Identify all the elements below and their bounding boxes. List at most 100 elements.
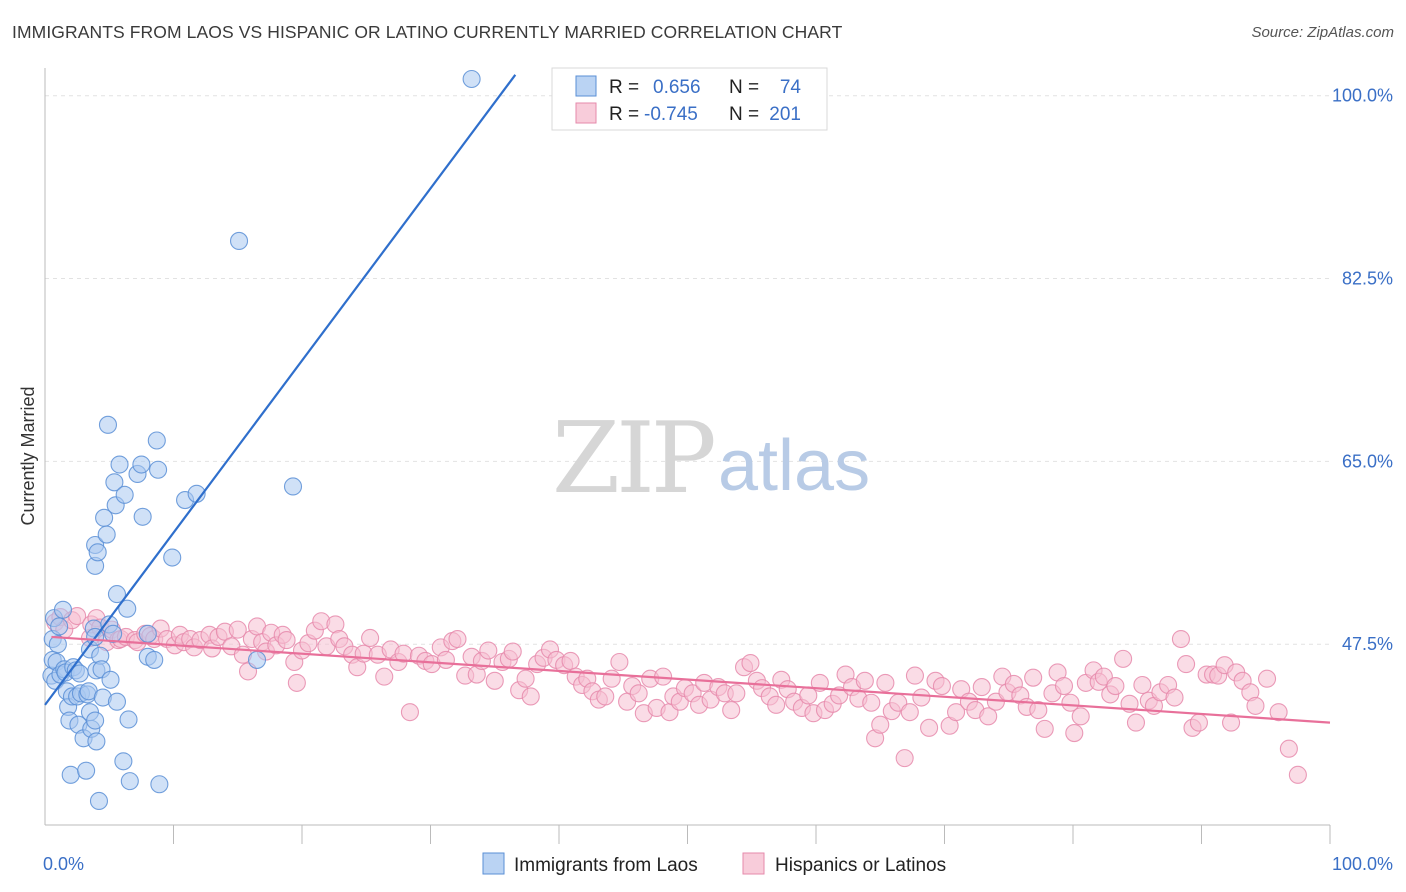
point-hispanic-44: [287, 673, 306, 692]
point-laos-55: [118, 599, 137, 618]
point-laos-64: [147, 431, 166, 450]
point-hispanic-154: [979, 707, 998, 726]
y-tick-label-2: 82.5%: [1342, 269, 1393, 289]
point-hispanic-75: [485, 671, 504, 690]
point-hispanic-114: [727, 684, 746, 703]
legend-r-label-laos: R =: [609, 77, 639, 98]
point-hispanic-197: [1246, 696, 1265, 715]
point-laos-38: [89, 791, 109, 811]
point-hispanic-193: [1222, 713, 1241, 732]
point-laos-7: [50, 617, 69, 636]
point-laos-50: [107, 692, 127, 711]
point-hispanic-42: [277, 631, 296, 650]
point-laos-37: [88, 543, 107, 562]
x-tick-labels: 0.0% 100.0%: [43, 854, 1393, 874]
y-tick-label-1: 65.0%: [1342, 451, 1393, 471]
point-laos-47: [104, 624, 123, 643]
point-hispanic-144: [912, 688, 931, 707]
trend-line-hispanic: [51, 635, 1331, 724]
point-hispanic-186: [1177, 655, 1196, 674]
point-hispanic-93: [596, 687, 615, 706]
point-laos-72: [283, 477, 303, 496]
point-hispanic-134: [855, 671, 874, 690]
point-laos-53: [114, 752, 133, 771]
point-hispanic-74: [479, 641, 498, 660]
watermark: ZIP atlas: [552, 402, 870, 516]
grid-lines: [45, 95, 1330, 645]
point-hispanic-98: [629, 684, 648, 703]
axes: [44, 68, 1331, 844]
point-hispanic-179: [1133, 675, 1152, 695]
trend-lines: [44, 74, 1331, 724]
series-legend-label-laos: Immigrants from Laos: [514, 855, 698, 876]
point-laos-63: [145, 650, 164, 669]
series-legend-label-hispanic: Hispanics or Latinos: [775, 855, 946, 876]
y-axis-title: Currently Married: [18, 386, 38, 525]
watermark-zip: ZIP: [552, 402, 714, 516]
point-hispanic-141: [895, 749, 914, 768]
point-laos-73: [462, 69, 481, 89]
point-laos-43: [97, 525, 116, 544]
point-laos-6: [48, 635, 67, 654]
point-laos-35: [87, 732, 106, 751]
legend-n-label-hispanic: N =: [729, 104, 759, 125]
point-hispanic-130: [830, 686, 849, 705]
point-hispanic-81: [521, 687, 540, 706]
point-hispanic-163: [1035, 719, 1054, 738]
point-hispanic-58: [375, 667, 394, 686]
chart-source: Source: ZipAtlas.com: [1251, 24, 1394, 41]
point-hispanic-80: [516, 669, 535, 688]
point-hispanic-113: [722, 701, 741, 720]
point-laos-60: [133, 507, 152, 526]
point-hispanic-135: [862, 693, 881, 712]
y-tick-labels: 47.5% 65.0% 82.5% 100.0%: [1332, 86, 1393, 655]
point-hispanic-138: [876, 673, 895, 692]
point-hispanic-137: [871, 715, 890, 734]
point-laos-31: [86, 711, 105, 730]
point-laos-59: [132, 455, 151, 474]
point-hispanic-69: [448, 629, 467, 649]
point-hispanic-32: [228, 620, 247, 639]
x-tick-label-0: 0.0%: [43, 854, 84, 874]
point-hispanic-67: [436, 650, 455, 669]
point-laos-54: [115, 485, 134, 504]
point-laos-44: [98, 415, 118, 434]
y-tick-label-0: 47.5%: [1342, 634, 1393, 654]
point-hispanic-145: [920, 718, 939, 737]
point-laos-48: [105, 473, 124, 492]
point-hispanic-201: [1288, 765, 1307, 784]
point-hispanic-168: [1065, 724, 1084, 743]
point-hispanic-175: [1106, 676, 1125, 696]
point-laos-15: [61, 765, 80, 784]
legend-box: [551, 67, 828, 131]
series-legend: Immigrants from Laos Hispanics or Latino…: [482, 852, 946, 876]
point-laos-71: [247, 650, 267, 669]
point-laos-56: [119, 710, 138, 729]
point-hispanic-153: [972, 678, 991, 697]
point-hispanic-166: [1054, 676, 1074, 696]
point-hispanic-142: [900, 703, 919, 722]
point-laos-61: [138, 624, 157, 643]
series-immigrants-from-laos: [42, 69, 481, 811]
point-hispanic-188: [1189, 713, 1208, 732]
point-hispanic-200: [1279, 739, 1298, 758]
point-laos-24: [77, 761, 96, 780]
point-laos-46: [101, 670, 120, 689]
legend-r-value-hispanic: -0.745: [644, 104, 698, 125]
point-hispanic-95: [610, 652, 629, 672]
point-hispanic-149: [947, 703, 966, 722]
watermark-atlas: atlas: [718, 426, 870, 506]
point-hispanic-169: [1071, 707, 1090, 726]
point-laos-65: [149, 460, 168, 479]
point-hispanic-199: [1269, 703, 1288, 722]
legend-n-value-hispanic: 201: [769, 104, 801, 125]
point-hispanic-143: [905, 666, 924, 685]
series-legend-swatch-hispanic: [742, 852, 765, 875]
legend-r-value-laos: 0.656: [653, 77, 701, 98]
point-hispanic-176: [1114, 649, 1133, 668]
legend-swatch-hispanic: [575, 102, 597, 124]
correlation-legend: R = 0.656 N = 74 R = -0.745 N = 201: [551, 67, 828, 131]
point-hispanic-56: [361, 628, 380, 648]
point-hispanic-87: [561, 651, 580, 671]
